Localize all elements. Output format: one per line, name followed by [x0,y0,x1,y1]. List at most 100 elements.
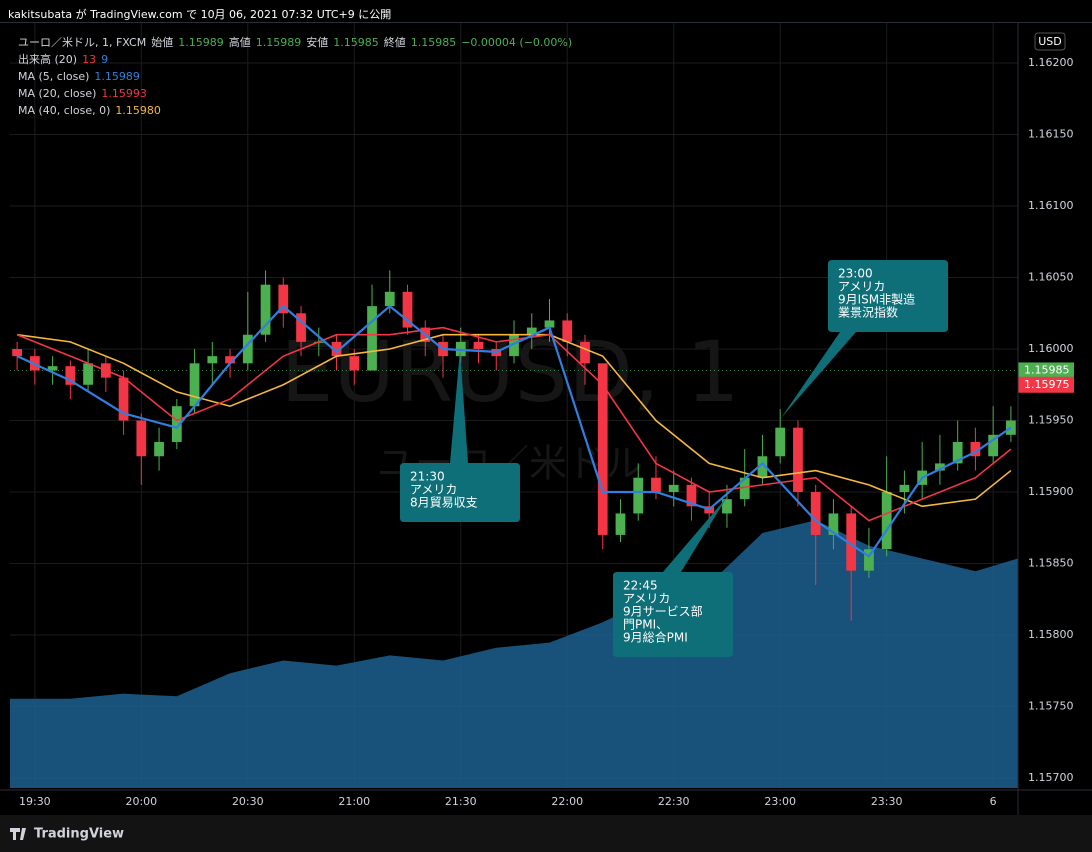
candle-body [402,291,413,328]
brand: TradingView [34,827,124,842]
x-tick-label: 20:00 [125,795,157,808]
y-tick-label: 1.16000 [1028,342,1074,355]
candle-body [331,341,342,357]
y-tick-label: 1.16200 [1028,56,1074,69]
callout-text: 業景況指数 [838,305,898,320]
ohlc-name: 高値 [229,35,251,49]
candle-body [739,477,750,500]
x-tick-label: 6 [990,795,997,808]
candle-body [136,420,147,457]
x-tick-label: 21:30 [445,795,477,808]
candle-body [899,484,910,493]
volume-last: 13 [82,53,96,66]
x-tick-label: 22:00 [551,795,583,808]
callout-text: 9月総合PMI [623,630,688,645]
x-tick-label: 23:30 [871,795,903,808]
y-tick-label: 1.15750 [1028,699,1074,712]
candle-body [47,366,58,371]
candle-body [686,484,697,507]
candle-body [225,356,235,364]
candle-body [207,356,218,364]
ohlc-value: 1.15985 [411,36,457,49]
candle-body [722,499,732,514]
candle-body [260,284,271,335]
candle-body [384,291,395,307]
candle-body [633,477,644,514]
candle-body [828,513,839,535]
callout-text: 門PMI、 [623,618,668,632]
candle-body [881,492,892,550]
candle-body [526,327,537,335]
legend-title: ユーロ／米ドル, 1, FXCM [18,36,146,49]
candle-body [509,334,519,357]
y-tick-label: 1.15950 [1028,414,1074,427]
x-tick-label: 20:30 [232,795,264,808]
candle-body [952,441,963,464]
y-tick-label: 1.15700 [1028,771,1074,784]
candle-body [935,463,945,471]
price-tag-label: 1.15985 [1024,363,1070,376]
callout-text: アメリカ [623,592,670,606]
candle-body [83,363,93,385]
ma-legend: MA (40, close, 0) [18,104,110,117]
callout-pointer [781,332,856,418]
candle-body [118,377,129,421]
candle-body [597,363,608,535]
ma-legend: MA (5, close) [18,70,89,83]
candle-body [544,320,555,328]
candle-body [988,434,999,457]
price-tag-label: 1.15975 [1024,378,1070,391]
currency-button[interactable] [1034,32,1066,51]
candle-body [65,366,76,385]
x-tick-label: 23:00 [764,795,796,808]
ma-legend: MA (20, close) [18,87,96,100]
y-tick-label: 1.15850 [1028,557,1074,570]
callout-text: アメリカ [838,280,885,294]
volume-average: 9 [101,53,108,66]
callout-pointer [663,497,727,572]
callout-text: 9月ISM非製造 [838,293,915,307]
candle-body [367,306,377,371]
callout-text: 9月サービス部 [623,604,703,619]
callout-text: アメリカ [410,483,457,497]
callout-text: 23:00 [838,267,873,281]
callout [613,572,733,657]
candle-body [668,484,679,493]
brand-logo [10,828,26,840]
y-tick-label: 1.15900 [1028,485,1074,498]
candle-body [242,334,253,364]
y-tick-label: 1.16150 [1028,128,1074,141]
candle-body [651,477,661,493]
y-tick-label: 1.16100 [1028,199,1074,212]
callout-text: 8月貿易収支 [410,496,478,510]
ma-value: 1.15980 [115,104,161,117]
ma-line [16,333,1012,508]
candle-body [970,441,981,457]
volume-area [10,520,1018,788]
candle-body [775,427,786,457]
candle-body [349,356,360,371]
candle-body [757,456,768,478]
ma-value: 1.15989 [94,70,140,83]
ohlc-name: 始値 [151,35,173,49]
candle-body [864,549,874,571]
footer [0,815,1092,852]
y-tick-label: 1.15800 [1028,628,1074,641]
callout-text: 21:30 [410,470,445,484]
x-tick-label: 21:00 [338,795,370,808]
candle-body [793,427,803,493]
volume-legend: 出来高 (20) [18,52,77,66]
candle-body [473,341,484,350]
price-tag [1018,376,1074,393]
callout [828,260,948,332]
divider [0,22,1092,23]
x-tick-label: 19:30 [19,795,51,808]
ohlc-value: 1.15989 [178,36,224,49]
candle-body [171,406,182,442]
ma-value: 1.15993 [101,87,147,100]
ohlc-value: 1.15989 [256,36,302,49]
candle-body [580,341,590,364]
published-note: kakitsubata が TradingView.com で 10月 06, … [8,7,391,21]
